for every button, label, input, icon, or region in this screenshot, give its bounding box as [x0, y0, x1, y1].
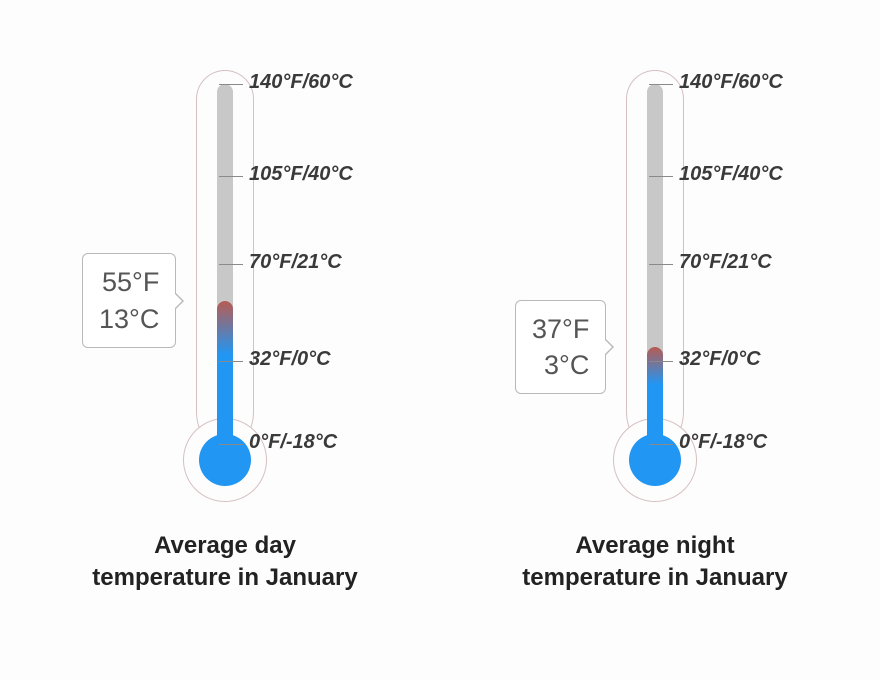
tick-label: 105°F/40°C	[679, 163, 783, 186]
bulb-fill	[629, 434, 681, 486]
tick-label: 140°F/60°C	[679, 71, 783, 94]
tick-label: 105°F/40°C	[249, 163, 353, 186]
callout-pointer-fill	[175, 294, 182, 308]
tick-mark	[649, 264, 673, 265]
tick-mark	[219, 84, 243, 85]
tick-mark	[649, 176, 673, 177]
tick-label: 0°F/-18°C	[249, 431, 337, 454]
thermometer-night: 140°F/60°C 105°F/40°C 70°F/21°C 32°F/0°C 0°F…	[445, 60, 865, 510]
caption-line-1: Average night	[522, 530, 787, 562]
caption-line-1: Average day	[92, 530, 357, 562]
tick-mark	[649, 444, 673, 445]
tick-label: 140°F/60°C	[249, 71, 353, 94]
callout-celsius: 13°C	[99, 301, 159, 337]
panel-caption: Average daytemperature in January	[92, 530, 357, 595]
callout-celsius: 3°C	[532, 347, 589, 383]
thermometer-pair: 140°F/60°C 105°F/40°C 70°F/21°C 32°F/0°C 0°F…	[0, 0, 880, 595]
tick-label: 70°F/21°C	[679, 251, 772, 274]
tick-mark	[219, 361, 243, 362]
bulb-fill	[199, 434, 251, 486]
thermometer-panel-night: 140°F/60°C 105°F/40°C 70°F/21°C 32°F/0°C 0°F…	[445, 60, 865, 595]
callout-pointer-fill	[605, 340, 612, 354]
tick-mark	[649, 84, 673, 85]
tick-label: 32°F/0°C	[249, 348, 331, 371]
thermometer-day: 140°F/60°C 105°F/40°C 70°F/21°C 32°F/0°C 0°F…	[15, 60, 435, 510]
callout-fahrenheit: 55°F	[99, 264, 159, 300]
panel-caption: Average nighttemperature in January	[522, 530, 787, 595]
callout-fahrenheit: 37°F	[532, 311, 589, 347]
caption-line-2: temperature in January	[92, 562, 357, 594]
caption-line-2: temperature in January	[522, 562, 787, 594]
thermometer-panel-day: 140°F/60°C 105°F/40°C 70°F/21°C 32°F/0°C 0°F…	[15, 60, 435, 595]
mercury-fill	[217, 301, 233, 454]
tick-label: 70°F/21°C	[249, 251, 342, 274]
temperature-callout: 55°F13°C	[82, 253, 176, 348]
tick-mark	[219, 264, 243, 265]
temperature-callout: 37°F3°C	[515, 300, 606, 395]
tick-mark	[649, 361, 673, 362]
tick-mark	[219, 444, 243, 445]
tick-mark	[219, 176, 243, 177]
tick-label: 0°F/-18°C	[679, 431, 767, 454]
tick-label: 32°F/0°C	[679, 348, 761, 371]
